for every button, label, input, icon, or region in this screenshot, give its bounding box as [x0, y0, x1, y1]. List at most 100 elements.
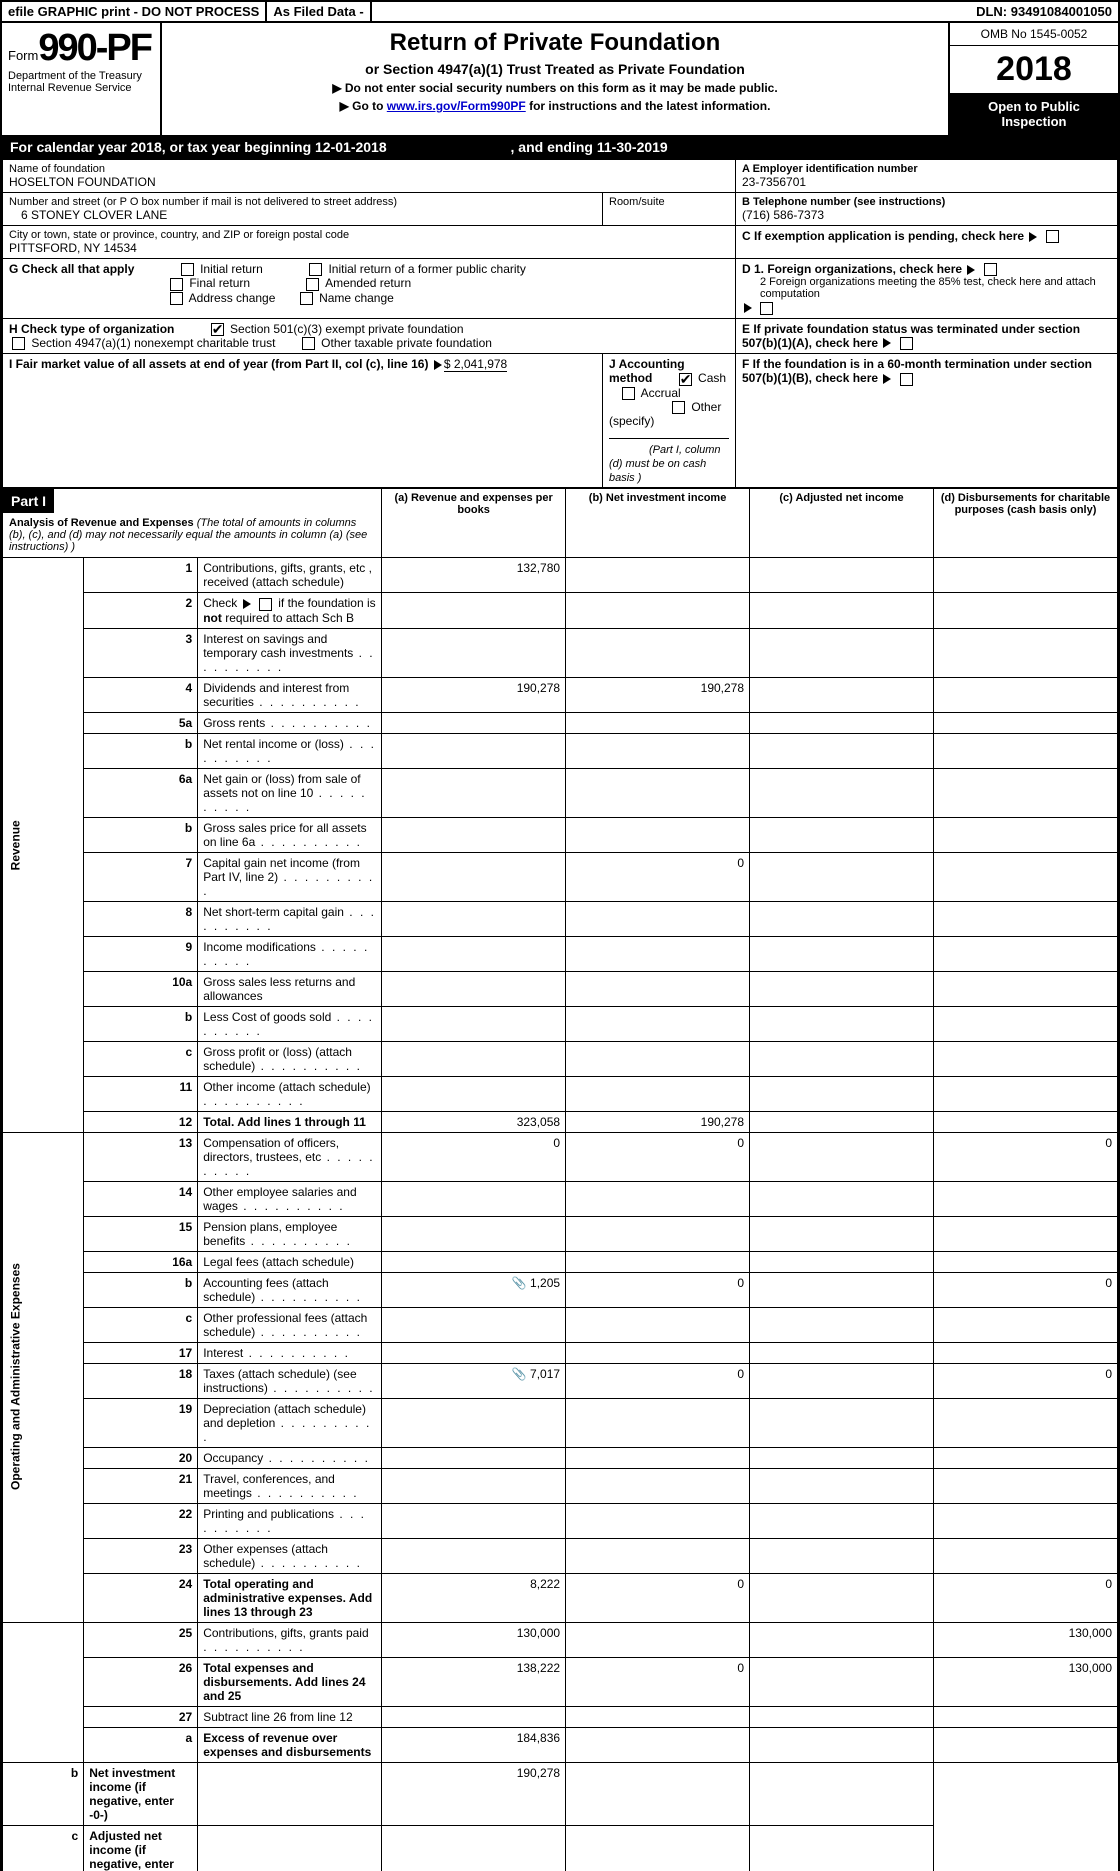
col-b-value: [566, 593, 750, 628]
final-checkbox[interactable]: [170, 278, 183, 291]
col-c-value: [750, 1363, 934, 1398]
addr-change-checkbox[interactable]: [170, 292, 183, 305]
col-b-value: [566, 1706, 750, 1727]
col-b-value: [566, 1006, 750, 1041]
h-501c3: Section 501(c)(3) exempt private foundat…: [230, 322, 463, 336]
dln-value: 93491084001050: [1011, 4, 1112, 19]
table-row: 4 Dividends and interest from securities…: [3, 677, 1118, 712]
col-c-value: [750, 733, 934, 768]
col-a-value: [382, 852, 566, 901]
cal-year-text: For calendar year 2018, or tax year begi…: [10, 139, 387, 155]
part1-table: Part I Analysis of Revenue and Expenses …: [2, 488, 1118, 1871]
line-number: 15: [84, 1216, 198, 1251]
h-501c3-checkbox[interactable]: [211, 323, 224, 336]
name-change-checkbox[interactable]: [300, 292, 313, 305]
col-d-value: [933, 1251, 1117, 1272]
line-desc: Net gain or (loss) from sale of assets n…: [198, 768, 382, 817]
col-c-value: [750, 593, 934, 628]
col-b-value: [566, 1447, 750, 1468]
col-d-value: [933, 1503, 1117, 1538]
table-row: 8 Net short-term capital gain: [3, 901, 1118, 936]
amended-checkbox[interactable]: [306, 278, 319, 291]
table-row: 26 Total expenses and disbursements. Add…: [3, 1657, 1118, 1706]
e-checkbox[interactable]: [900, 337, 913, 350]
line-number: c: [84, 1041, 198, 1076]
line-number: 2: [84, 593, 198, 628]
col-d-value: [933, 628, 1117, 677]
line-number: 9: [84, 936, 198, 971]
d1-checkbox[interactable]: [984, 263, 997, 276]
col-c-value: [750, 1076, 934, 1111]
col-c-value: [750, 1538, 934, 1573]
line-number: 25: [84, 1622, 198, 1657]
line-number: 17: [84, 1342, 198, 1363]
col-c-header: (c) Adjusted net income: [750, 489, 934, 558]
line-number: 14: [84, 1181, 198, 1216]
expenses-section-label: Operating and Administrative Expenses: [3, 1132, 84, 1622]
col-d-value: [933, 1111, 1117, 1132]
line-desc: Contributions, gifts, grants paid: [198, 1622, 382, 1657]
line-number: b: [3, 1762, 84, 1825]
col-b-value: [566, 558, 750, 593]
line-number: 7: [84, 852, 198, 901]
col-a-value: [382, 1447, 566, 1468]
attachment-icon[interactable]: 📎: [512, 1367, 527, 1381]
table-row: 19 Depreciation (attach schedule) and de…: [3, 1398, 1118, 1447]
line-desc: Gross rents: [198, 712, 382, 733]
col-c-value: [750, 768, 934, 817]
line-number: 22: [84, 1503, 198, 1538]
irs-link[interactable]: www.irs.gov/Form990PF: [387, 99, 526, 113]
line-desc: Capital gain net income (from Part IV, l…: [198, 852, 382, 901]
h-4947-checkbox[interactable]: [12, 337, 25, 350]
arrow-icon: [1029, 232, 1037, 242]
part1-label: Part I: [3, 489, 54, 513]
line-desc: Interest on savings and temporary cash i…: [198, 628, 382, 677]
col-d-value: [933, 852, 1117, 901]
initial-former-checkbox[interactable]: [309, 263, 322, 276]
city-value: PITTSFORD, NY 14534: [9, 241, 729, 255]
schb-checkbox[interactable]: [259, 598, 272, 611]
line-number: b: [84, 733, 198, 768]
line-number: 1: [84, 558, 198, 593]
opt-amended: Amended return: [325, 276, 411, 290]
part1-title: Analysis of Revenue and Expenses: [9, 517, 194, 529]
as-filed-label: As Filed Data -: [267, 2, 371, 21]
line-desc: Total expenses and disbursements. Add li…: [198, 1657, 382, 1706]
table-row: 9 Income modifications: [3, 936, 1118, 971]
table-row: c Gross profit or (loss) (attach schedul…: [3, 1041, 1118, 1076]
line-number: 27: [84, 1706, 198, 1727]
col-a-value: [382, 1181, 566, 1216]
line-desc: Total operating and administrative expen…: [198, 1573, 382, 1622]
line-desc: Occupancy: [198, 1447, 382, 1468]
open-public-badge: Open to Public Inspection: [950, 93, 1118, 135]
col-d-value: 0: [933, 1132, 1117, 1181]
col-d-value: [933, 936, 1117, 971]
d2-checkbox[interactable]: [760, 302, 773, 315]
j-accrual-checkbox[interactable]: [622, 387, 635, 400]
col-c-value: [750, 558, 934, 593]
line-number: 18: [84, 1363, 198, 1398]
addr-label: Number and street (or P O box number if …: [9, 196, 596, 208]
col-a-value: [382, 936, 566, 971]
line-number: 3: [84, 628, 198, 677]
j-other-checkbox[interactable]: [672, 401, 685, 414]
attachment-icon[interactable]: 📎: [512, 1276, 527, 1290]
col-d-value: [933, 1076, 1117, 1111]
col-b-value: [566, 1622, 750, 1657]
line-number: b: [84, 1006, 198, 1041]
j-cash-checkbox[interactable]: [679, 373, 692, 386]
i-value: $ 2,041,978: [444, 357, 507, 372]
col-a-value: [382, 1468, 566, 1503]
col-c-value: [750, 1251, 934, 1272]
f-checkbox[interactable]: [900, 373, 913, 386]
col-d-value: 0: [933, 1272, 1117, 1307]
h-other-checkbox[interactable]: [302, 337, 315, 350]
col-d-value: 0: [933, 1573, 1117, 1622]
c-checkbox[interactable]: [1046, 230, 1059, 243]
initial-checkbox[interactable]: [181, 263, 194, 276]
col-d-value: [933, 1447, 1117, 1468]
col-d-value: [933, 593, 1117, 628]
table-row: c Other professional fees (attach schedu…: [3, 1307, 1118, 1342]
col-b-value: [382, 1825, 566, 1871]
opt-final: Final return: [189, 276, 250, 290]
